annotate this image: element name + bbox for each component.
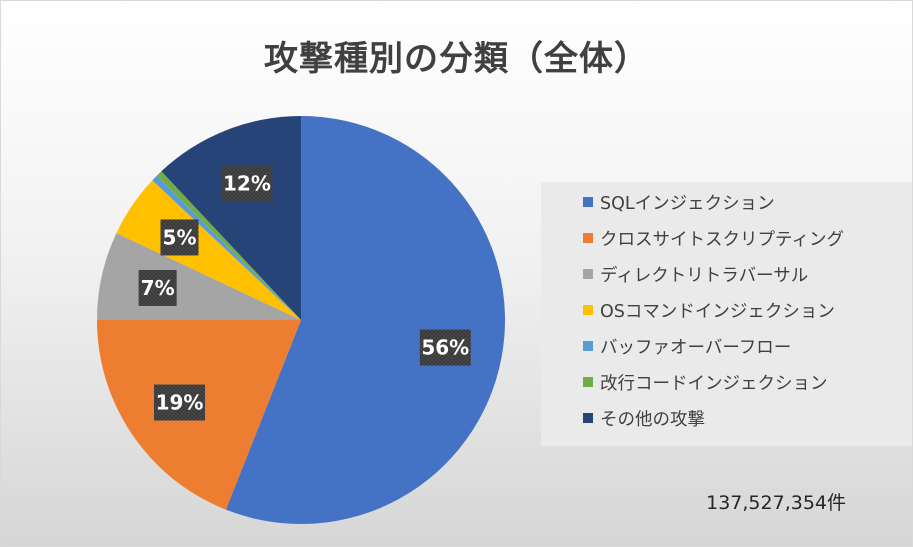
legend-item-directory-traversal: ディレクトリトラバーサル (583, 262, 808, 286)
legend-item-sql-injection: SQLインジェクション (583, 190, 775, 214)
legend-label: クロスサイトスクリプティング (600, 229, 844, 250)
legend-swatch (583, 197, 593, 207)
data-label-directory-traversal: 7% (138, 269, 177, 306)
legend-label: バッファオーバーフロー (600, 337, 792, 358)
pie-slice-sql-injection (225, 116, 505, 524)
legend-item-xss: クロスサイトスクリプティング (583, 226, 844, 250)
legend-label: その他の攻撃 (600, 409, 705, 430)
total-count: 137,527,354件 (706, 492, 846, 514)
legend-item-other-attacks: その他の攻撃 (583, 406, 705, 430)
legend-swatch (583, 413, 593, 423)
legend-swatch (583, 269, 593, 279)
legend-label: OSコマンドインジェクション (600, 301, 835, 322)
legend-item-crlf-injection: 改行コードインジェクション (583, 370, 828, 394)
legend-swatch (583, 377, 593, 387)
svg-text:12%: 12% (223, 171, 271, 195)
pie-slice-os-command-injection (116, 180, 301, 320)
svg-text:56%: 56% (421, 336, 469, 360)
svg-text:19%: 19% (156, 391, 204, 415)
svg-text:5%: 5% (163, 225, 197, 249)
legend-swatch (583, 341, 593, 351)
svg-text:7%: 7% (141, 276, 175, 300)
legend-item-os-command-injection: OSコマンドインジェクション (583, 298, 835, 322)
legend-label: ディレクトリトラバーサル (600, 265, 809, 286)
chart-legend: SQLインジェクションクロスサイトスクリプティング ディレクトリトラバーサル OSコ… (541, 182, 912, 446)
data-label-sql-injection: 56% (419, 329, 471, 366)
legend-swatch (583, 305, 593, 315)
data-label-other-attacks: 12% (221, 165, 273, 202)
data-label-os-command-injection: 5% (160, 219, 199, 256)
legend-item-buffer-overflow: バッファオーバーフロー (583, 334, 791, 358)
chart-title: 攻撃種別の分類（全体） (264, 39, 649, 79)
legend-label: 改行コードインジェクション (600, 373, 828, 394)
pie-slice-buffer-overflow (152, 175, 301, 320)
data-label-xss: 19% (154, 384, 206, 421)
pie-slice-crlf-injection (156, 171, 301, 320)
legend-swatch (583, 233, 593, 243)
legend-label: SQLインジェクション (600, 193, 775, 214)
